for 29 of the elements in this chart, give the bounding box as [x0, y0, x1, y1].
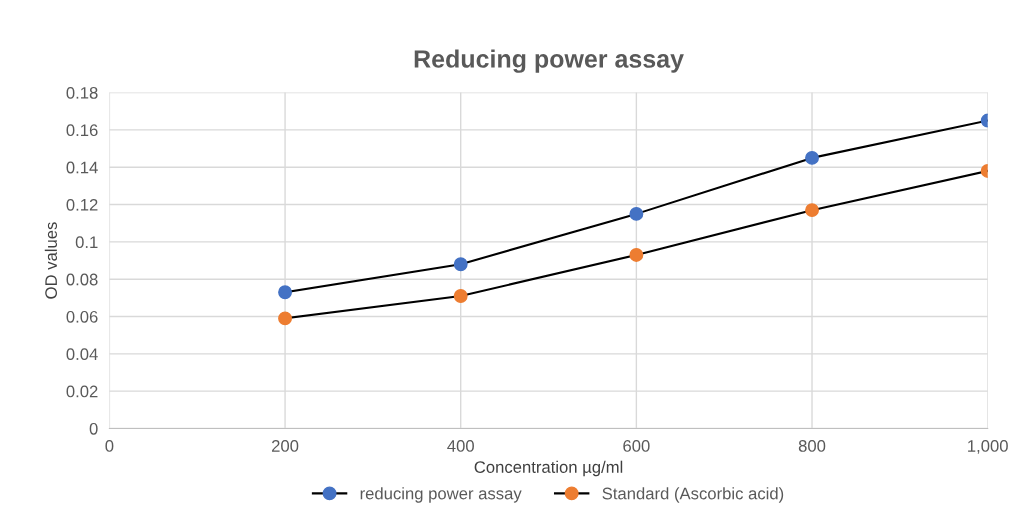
x-tick-label: 600	[623, 440, 650, 452]
legend-label: reducing power assay	[360, 487, 522, 503]
y-tick-label: 0.08	[66, 273, 98, 286]
y-axis-title: OD values	[44, 222, 58, 299]
x-tick-label: 1,000	[968, 440, 1008, 454]
point	[278, 311, 293, 326]
point	[629, 206, 644, 221]
x-tick-label: 0	[105, 440, 114, 452]
point	[805, 150, 819, 165]
y-tick-label: 0.06	[66, 310, 98, 323]
chart-title: Reducing power assay	[414, 49, 684, 73]
y-tick-label: 0.16	[66, 124, 98, 137]
y-tick-label: 0.12	[66, 198, 98, 211]
y-tick-label: 0.1	[75, 236, 98, 249]
x-tick-label: 200	[271, 440, 299, 452]
y-tick-label: 0.14	[66, 161, 98, 174]
point	[278, 285, 293, 300]
x-tick-label: 800	[798, 440, 826, 452]
x-tick-label: 400	[447, 440, 474, 452]
y-tick-label: 0.02	[66, 385, 98, 398]
y-tick-label: 0.18	[66, 86, 98, 99]
point	[805, 203, 819, 218]
x-axis-title: Concentration µg/ml	[474, 460, 623, 477]
y-tick-label: 0.04	[66, 348, 98, 361]
legend-label: Standard (Ascorbic acid)	[602, 487, 784, 503]
point	[453, 257, 468, 272]
point	[453, 289, 468, 303]
point	[629, 247, 644, 262]
y-tick-label: 0	[89, 422, 98, 435]
